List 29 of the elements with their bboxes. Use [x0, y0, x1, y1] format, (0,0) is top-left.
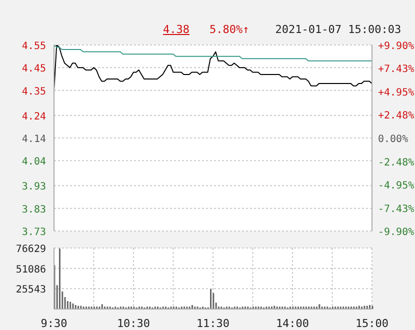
y2-tick-label: +7.43% [378, 64, 414, 76]
y-tick-label: 4.35 [22, 86, 46, 98]
y-tick-label: 3.93 [22, 182, 46, 193]
y2-tick-label: +2.48% [378, 110, 414, 122]
y-tick-label: 3.73 [22, 227, 46, 238]
y-tick-label: 4.55 [22, 41, 46, 52]
y-tick-label: 51086 [16, 264, 46, 276]
x-tick-label: 11:30 [196, 317, 230, 330]
y2-tick-label: +4.95% [378, 88, 414, 98]
y2-tick-label: -9.90% [378, 227, 414, 238]
y-tick-label: 4.14 [22, 134, 46, 145]
y2-tick-label: -4.95% [378, 180, 414, 192]
y-tick-label: 4.04 [22, 156, 46, 168]
y-tick-label: 25543 [16, 284, 46, 296]
x-tick-label: 9:30 [40, 317, 68, 330]
y2-tick-label: +9.90% [378, 41, 414, 52]
x-tick-label: 10:30 [116, 317, 150, 330]
y-tick-label: 4.45 [22, 64, 46, 75]
y2-tick-label: 0.00% [378, 134, 408, 145]
y-tick-label: 3.83 [22, 204, 46, 216]
chart-title: 2021-01-07 15:00:03 [275, 23, 402, 36]
x-tick-label: 15:00 [355, 317, 389, 330]
text: 4.38 [163, 23, 190, 36]
y2-tick-label: -7.43% [378, 204, 414, 215]
y-tick-label: 4.24 [22, 111, 46, 122]
y-tick-label: 76629 [16, 244, 46, 255]
y2-tick-label: -2.48% [378, 157, 414, 168]
text: 5.80%↑ [210, 23, 250, 36]
x-tick-label: 14:00 [276, 317, 310, 330]
